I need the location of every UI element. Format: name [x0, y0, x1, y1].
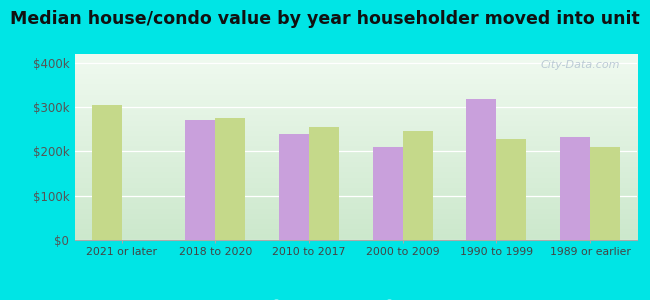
Text: City-Data.com: City-Data.com: [541, 60, 620, 70]
Bar: [372, 147, 403, 240]
Bar: [560, 137, 590, 240]
Text: Median house/condo value by year householder moved into unit: Median house/condo value by year househo…: [10, 11, 640, 28]
Bar: [185, 120, 215, 240]
Bar: [309, 127, 339, 240]
Bar: [403, 130, 433, 240]
Bar: [590, 147, 620, 240]
Bar: [497, 139, 526, 240]
Bar: [467, 99, 497, 240]
Bar: [215, 118, 245, 240]
Bar: [279, 134, 309, 240]
Bar: [92, 105, 122, 240]
Legend: Winthrop, Maine: Winthrop, Maine: [257, 296, 454, 300]
